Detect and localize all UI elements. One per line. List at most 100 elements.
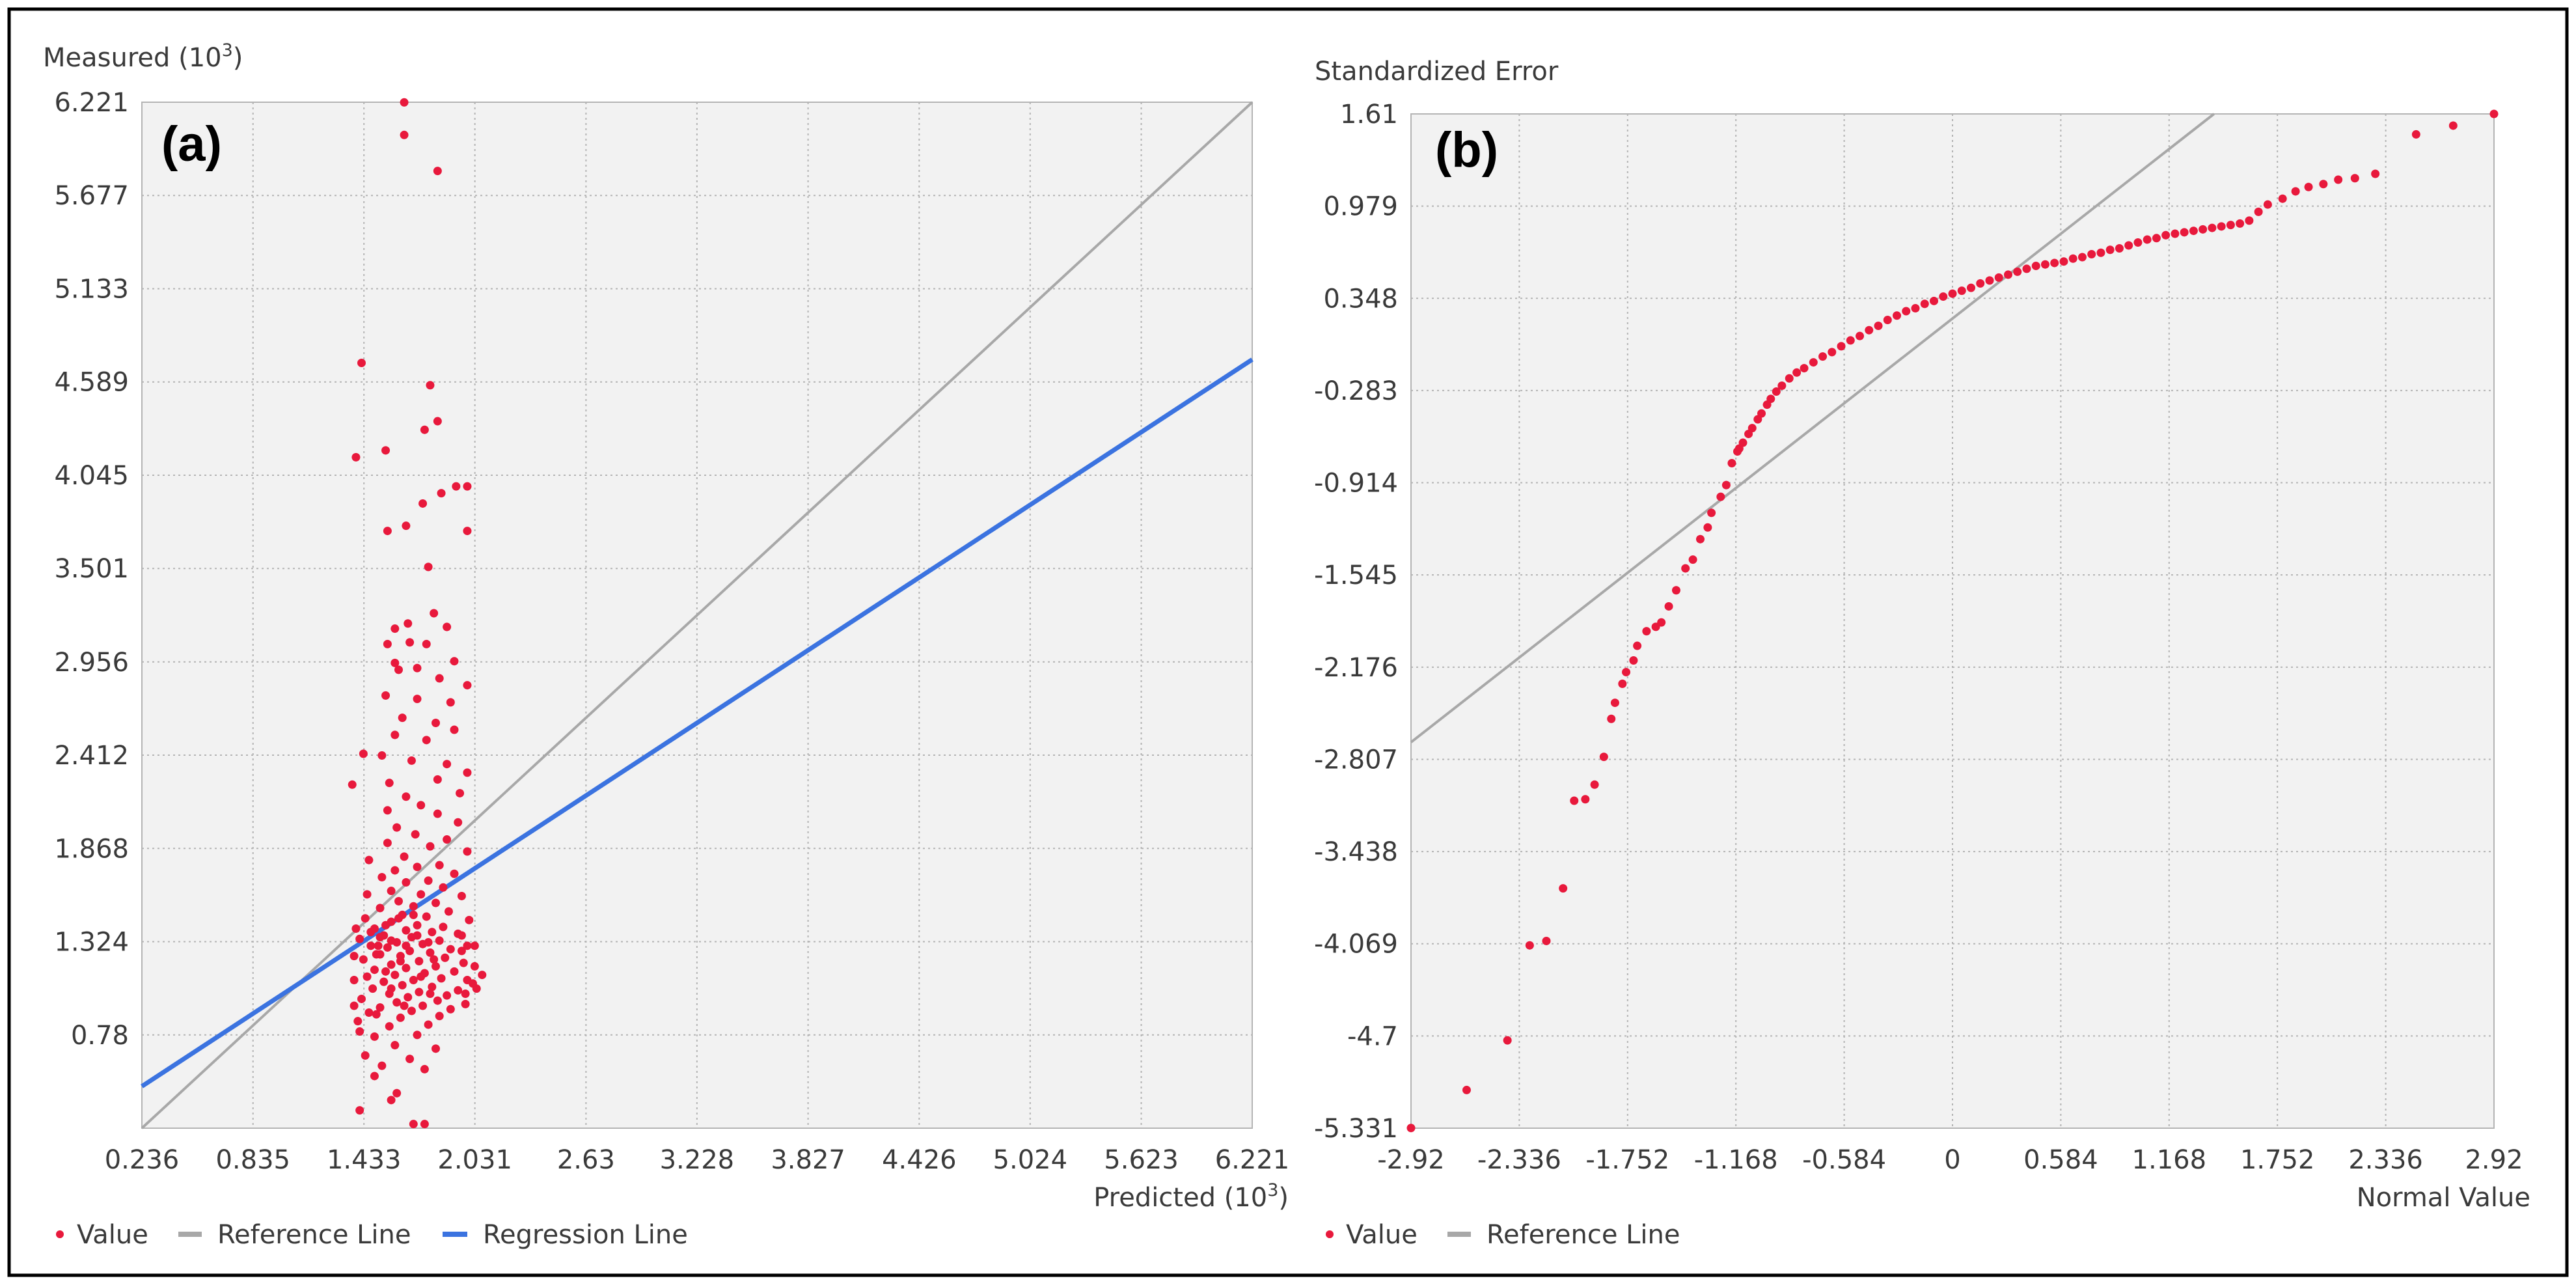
data-point [405,1055,415,1064]
data-point [446,945,455,954]
data-point [1503,1036,1512,1045]
data-point [1607,714,1616,723]
reference-line [141,101,1254,1129]
data-point [426,842,435,851]
data-point [2124,241,2133,250]
data-point [463,681,472,690]
data-point [2254,207,2263,216]
data-point [1757,409,1766,418]
data-point [2489,109,2499,118]
data-point [2350,174,2359,183]
data-point [1920,299,1929,309]
data-point [417,890,426,899]
data-point [402,792,411,801]
data-point [409,910,418,919]
data-point [2059,257,2068,266]
panel-a-y-axis-title: Measured (103) [43,40,243,73]
data-point [1800,364,1809,373]
data-point [2096,248,2105,257]
data-point [2087,249,2096,258]
data-point [1721,480,1731,490]
data-point [461,999,470,1008]
x-tick-label: 0.236 [105,1145,180,1175]
data-point [413,920,422,930]
data-point [456,788,465,797]
data-point [368,984,377,993]
data-point [407,756,416,765]
data-point [433,167,442,176]
data-point [430,609,439,618]
data-point [370,1072,379,1081]
data-point [472,984,481,993]
data-point [1559,884,1568,893]
data-point [428,982,437,991]
data-point [426,381,435,390]
data-point [1766,394,1775,404]
data-point [387,984,396,993]
data-point [349,975,359,984]
panel-b-x-axis-title: Normal Value [2357,1183,2530,1213]
data-point [441,953,450,962]
data-point [433,417,442,426]
data-point [2291,187,2300,196]
data-point [383,838,392,848]
data-point [383,527,392,536]
x-tick-label: 4.426 [882,1145,957,1175]
data-point [2105,245,2115,255]
data-point [413,663,422,672]
panel-b-label: (b) [1435,122,1498,178]
data-point [1846,336,1855,345]
data-point [394,914,404,923]
data-point [465,915,474,924]
x-tick-label: 2.63 [557,1145,615,1175]
data-point [383,943,392,952]
data-point [404,619,413,628]
data-point [2448,121,2458,130]
data-point [1985,276,1994,285]
data-point [435,674,444,683]
data-point [478,971,487,980]
data-point [348,780,357,789]
data-point [400,130,409,139]
data-point [387,887,396,896]
y-tick-label: -0.283 [1314,376,1398,406]
y-tick-label: -2.176 [1314,653,1398,683]
x-tick-label: -2.92 [1377,1145,1445,1175]
data-point [439,883,448,892]
y-tick-label: -5.331 [1314,1114,1398,1144]
data-point [2189,227,2198,236]
data-point [392,1088,402,1098]
data-point [422,912,431,921]
data-point [457,931,466,940]
y-tick-label: 1.868 [54,834,129,864]
data-point [409,902,418,911]
data-point [2133,238,2143,247]
data-point [454,986,463,995]
data-point [2077,253,2087,262]
data-point [391,624,400,633]
data-point [361,1051,370,1060]
data-point [1462,1085,1471,1094]
data-point [413,695,422,704]
y-tick-label: 0.979 [1323,192,1398,222]
data-point [454,818,463,827]
data-point [351,452,361,462]
data-point [435,1012,444,1021]
data-point [376,933,385,942]
y-tick-label: 3.501 [54,554,129,584]
data-point [407,1006,416,1016]
data-point [385,1022,394,1031]
data-point [2245,216,2254,225]
y-tick-label: -1.545 [1314,560,1398,590]
panel-a-grid [141,102,1253,1128]
data-point [391,730,400,740]
data-point [405,638,415,647]
data-point [2040,260,2049,269]
data-point [381,967,391,976]
data-point [422,736,431,745]
y-tick-label: 0.348 [1323,284,1398,314]
data-point [450,725,459,734]
panel-a-x-tick-labels: 0.236 0.835 1.433 2.031 2.63 3.228 3.827 4.426 5… [105,1145,1290,1175]
y-tick-label: -4.069 [1314,930,1398,960]
data-point [391,971,400,980]
